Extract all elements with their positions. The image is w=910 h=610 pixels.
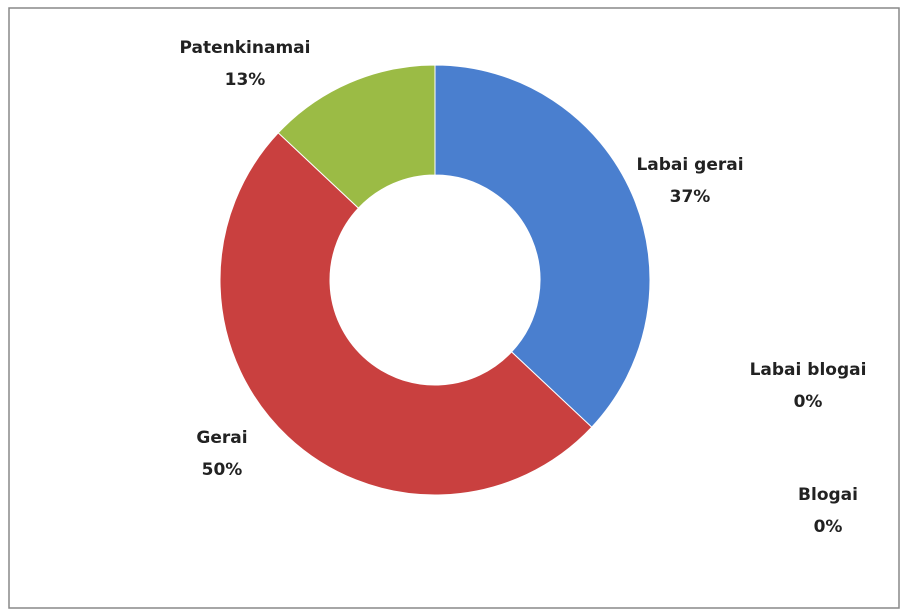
donut-slice — [219, 132, 593, 496]
slice-label: Labai gerai — [636, 155, 743, 175]
slice-value-label: 0% — [794, 392, 823, 412]
slice-value-label: 37% — [670, 187, 711, 207]
slice-label: Patenkinamai — [180, 38, 311, 58]
slice-label: Labai blogai — [750, 360, 867, 380]
donut-slice — [277, 64, 436, 209]
donut-slice — [434, 64, 651, 428]
slice-value-label: 50% — [202, 460, 243, 480]
slice-value-label: 0% — [814, 517, 843, 537]
slice-label: Gerai — [196, 428, 247, 448]
slice-value-label: 13% — [225, 70, 266, 90]
slice-label: Blogai — [798, 485, 858, 505]
